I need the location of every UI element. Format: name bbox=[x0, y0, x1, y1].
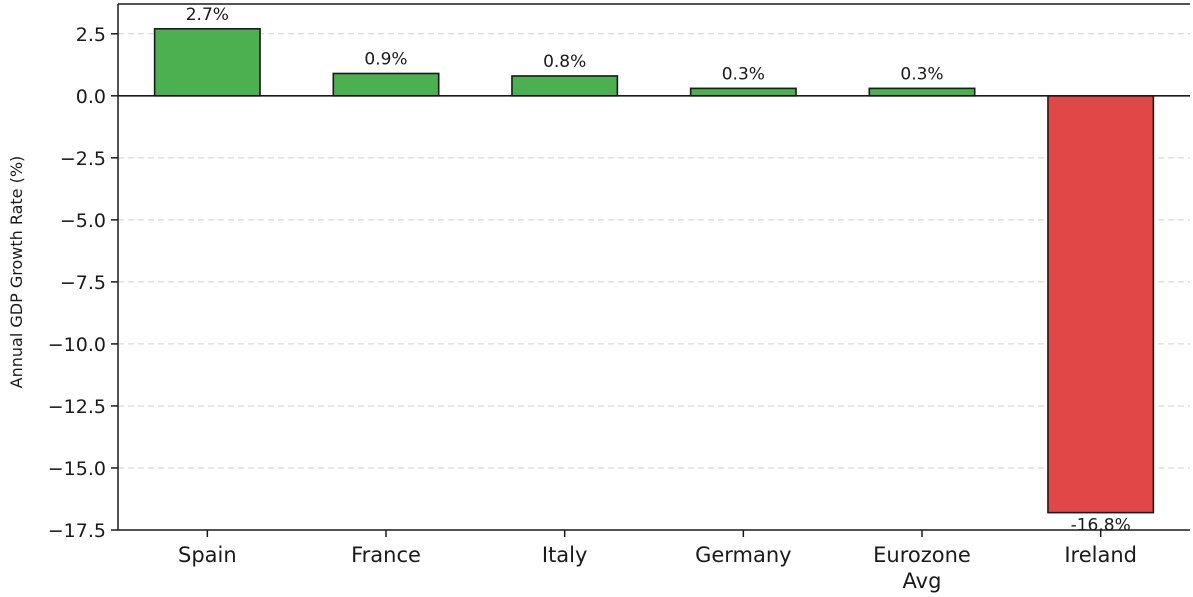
grid-lines bbox=[118, 33, 1190, 531]
bar-spain bbox=[153, 28, 261, 97]
x-tick-label: Germany bbox=[695, 543, 792, 567]
data-label: 0.9% bbox=[364, 49, 407, 69]
data-label: 2.7% bbox=[186, 5, 229, 25]
bar-eurozone-avg bbox=[868, 87, 976, 97]
y-tick-label: −10.0 bbox=[48, 334, 106, 356]
x-tick-label: Italy bbox=[542, 543, 588, 567]
data-label: 0.3% bbox=[722, 64, 765, 84]
y-tick-label: 2.5 bbox=[76, 24, 106, 46]
data-label: -16.8% bbox=[1071, 516, 1131, 536]
bar-germany bbox=[689, 87, 797, 97]
x-tick-label: Ireland bbox=[1064, 543, 1137, 567]
y-tick-label: −7.5 bbox=[60, 272, 106, 294]
x-tick-label: Avg bbox=[903, 569, 942, 593]
y-tick-label: −17.5 bbox=[48, 520, 106, 542]
bars bbox=[153, 28, 1155, 514]
bar-ireland bbox=[1047, 95, 1155, 514]
data-label: 0.8% bbox=[543, 52, 586, 72]
x-tick-label: Eurozone bbox=[873, 543, 971, 567]
y-tick-label: 0.0 bbox=[76, 86, 106, 108]
y-tick-label: −5.0 bbox=[60, 210, 106, 232]
y-tick-label: −12.5 bbox=[48, 396, 106, 418]
y-tick-label: −15.0 bbox=[48, 458, 106, 480]
x-tick-label: Spain bbox=[178, 543, 237, 567]
labels: 2.5 0.0 −2.5 −5.0 −7.5 −10.0 −12.5 −15.0 −17.5 2.… bbox=[48, 5, 1137, 593]
bar-italy bbox=[511, 75, 619, 97]
x-tick-label: France bbox=[351, 543, 421, 567]
data-label: 0.3% bbox=[900, 64, 943, 84]
axes bbox=[111, 3, 1190, 537]
y-axis-title: Annual GDP Growth Rate (%) bbox=[7, 156, 26, 389]
bar-france bbox=[332, 72, 440, 97]
y-tick-label: −2.5 bbox=[60, 148, 106, 170]
